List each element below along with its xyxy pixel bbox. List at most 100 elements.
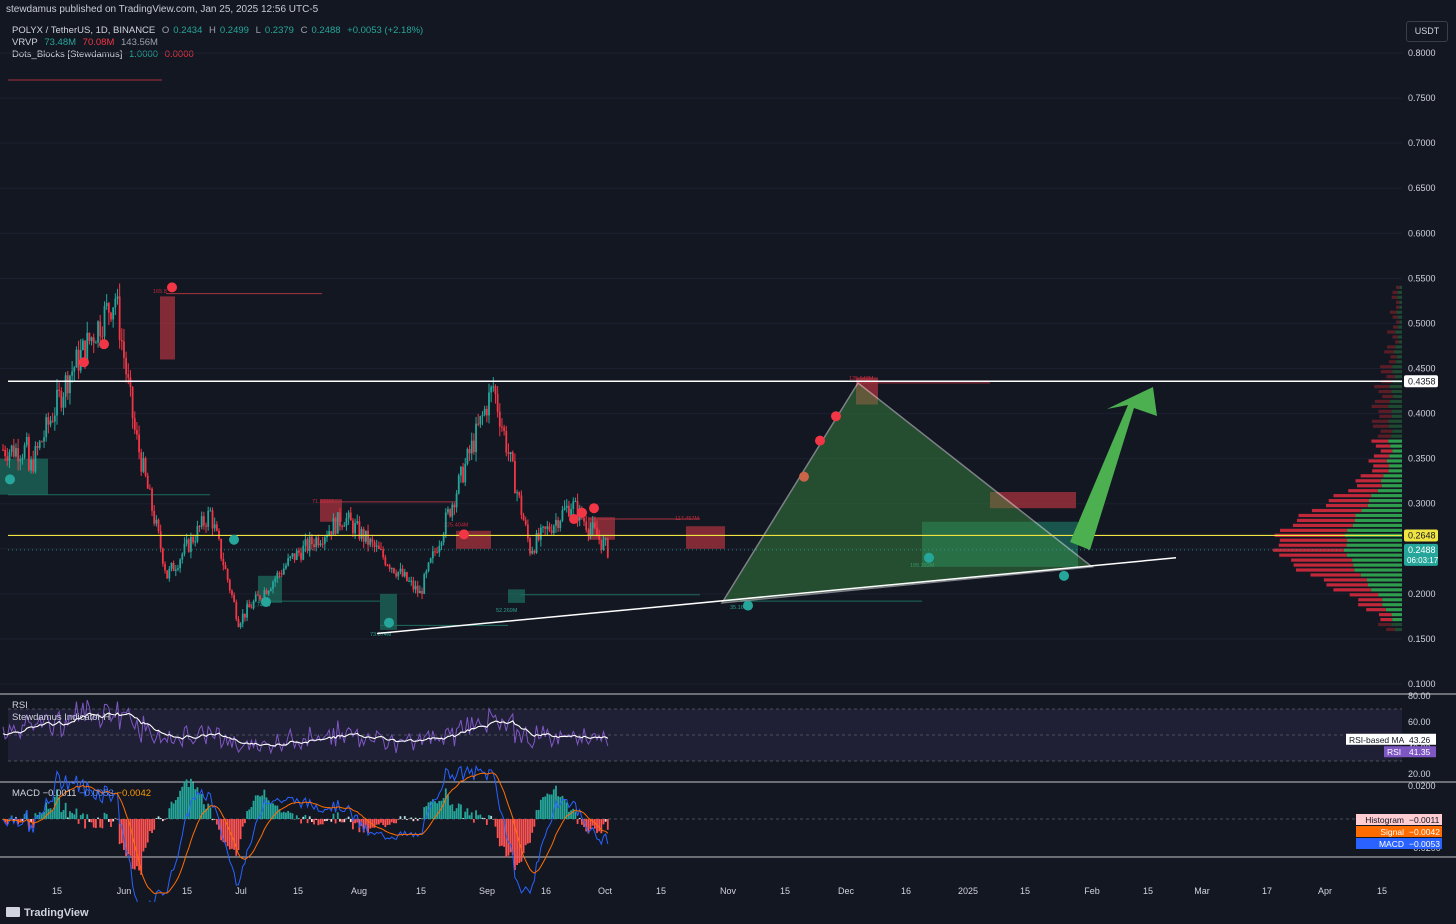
macd-series-tag [1356,814,1406,825]
price-tick-label: 0.7000 [1408,138,1436,148]
macd-hist-bar [293,818,296,820]
volume-bar-down [1291,558,1353,562]
candle-body [455,493,458,508]
candle-body [509,452,512,455]
candle-body [177,568,179,570]
macd-hist-bar [393,819,395,824]
tradingview-logo[interactable]: TradingView [6,907,89,919]
macd-hist-bar [140,819,143,875]
volume-bar-down [1393,325,1398,329]
candle-body [239,623,242,627]
signal-dot [1059,570,1069,581]
candle-body [548,526,551,531]
tv-icon [6,907,20,917]
candle-body [373,541,376,547]
candle-body [514,460,516,494]
dots-v1: 1.0000 [129,49,159,60]
macd-hist-bar [138,819,140,871]
macd-hist-bar [585,819,588,832]
macd-hist-bar [235,819,238,856]
macd-hist-bar [92,819,95,828]
candle-body [390,568,393,570]
rsi-subtitle[interactable]: Stewdamus Indicator H [12,712,111,723]
order-block [320,499,342,522]
time-tick-label: 15 [293,886,303,896]
signal-dot [459,529,469,540]
dots-label[interactable]: Dots_Blocks [Stewdamus] [12,49,123,60]
candle-body [226,569,229,580]
candle-body [222,558,225,566]
candle-body [479,415,482,425]
volume-bar-up [1396,355,1402,359]
candle-body [555,520,557,526]
candle-body [323,537,326,544]
macd-hist-bar [218,819,220,830]
macd-hist-bar [604,819,607,822]
candle-body [352,520,354,534]
macd-hist-bar [488,815,490,819]
candle-body [442,534,445,543]
macd-hist-bar [69,811,71,819]
candle-body [190,536,192,552]
macd-value-tag [1406,838,1442,849]
candle-body [51,420,54,422]
candle-body [326,535,328,538]
candle-body [444,512,447,535]
macd-hist-bar [321,819,324,825]
candle-body [561,509,564,521]
macd-hist-bar [28,819,30,830]
macd-hist-bar [434,801,436,819]
symbol-title[interactable]: POLYX / TetherUS, 1D, BINANCE [12,25,156,36]
rsi-series-value: 41.35 [1409,747,1431,757]
macd-hist-bar [375,819,378,825]
macd-hist-bar [440,800,443,819]
signal-dot [589,503,599,514]
rsi-tick-label: 60.00 [1408,717,1431,727]
macd-hist-bar [110,819,112,827]
chart-canvas[interactable]: 165.8 71.231M 225.404M 117.457M 135.548M 177.… [0,0,1456,902]
candles [2,283,609,629]
candle-body [457,475,460,494]
macd-hist-bar [453,811,456,819]
macd-title[interactable]: MACD [12,788,40,799]
signal-dot [799,471,809,482]
macd-hist-bar [442,797,445,819]
volume-bar-down [1390,355,1397,359]
macd-hist-bar [388,819,391,825]
rsi-title[interactable]: RSI [12,700,28,711]
volume-bar-up [1368,583,1402,587]
candle-body [256,594,259,596]
currency-button[interactable]: USDT [1406,21,1448,42]
volume-bar-down [1374,384,1390,389]
candle-body [241,613,244,624]
candle-body [136,430,138,435]
signal-line [2,772,609,894]
macd-hist-bar [222,819,225,843]
signal-dot [569,514,579,525]
time-axis: 15 Jun 15 Jul 15 Aug 15 Sep 16 Oct 15 Nov 15 Dec 16 202… [52,886,1387,896]
vrvp-down: 70.08M [82,37,115,48]
candle-body [488,392,490,416]
candle-body [97,321,99,343]
candle-body [179,559,182,569]
volume-bar-up [1346,543,1402,547]
candle-body [568,505,570,517]
price-tag [1404,529,1438,542]
candle-body [406,572,408,581]
triangle [720,381,1094,604]
candle-body [211,510,214,529]
candle-body [310,536,313,545]
macd-hist-bar [66,817,69,819]
volume-bar-up [1389,384,1402,389]
macd-hist-bar [75,808,78,819]
volume-bar-down [1368,459,1387,463]
candle-body [427,562,430,572]
vrvp-label[interactable]: VRVP [12,37,38,48]
candle-body [138,434,140,453]
macd-hist-bar [563,799,566,819]
candle-body [436,551,439,553]
volume-bar-down [1386,375,1396,379]
candle-body [364,530,367,542]
macd-hist-bar [602,819,605,825]
macd-hist-bar [449,805,452,819]
